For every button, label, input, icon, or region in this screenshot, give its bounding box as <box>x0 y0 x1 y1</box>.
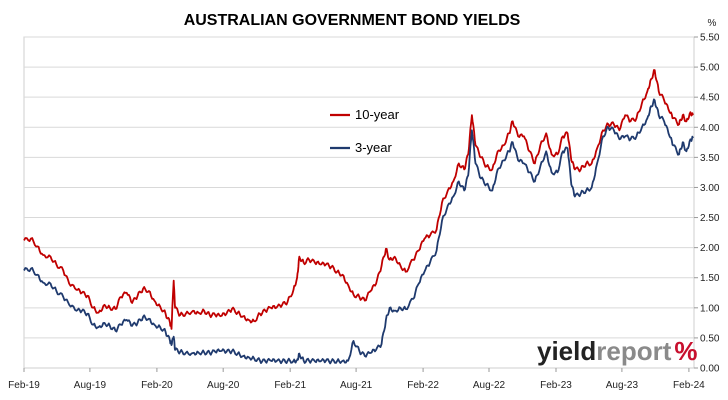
y-axis-unit-label: % <box>708 18 717 29</box>
series-lines <box>23 69 694 365</box>
y-tick-label: 1.00 <box>700 303 720 314</box>
series-line-10-year <box>23 69 694 330</box>
y-tick-label: 1.50 <box>700 273 720 284</box>
x-tick-label: Feb-24 <box>673 380 705 391</box>
y-tick-label: 2.50 <box>700 213 720 224</box>
legend: 10-year 3-year <box>330 107 400 155</box>
legend-label-3-year: 3-year <box>355 140 393 155</box>
chart-title: AUSTRALIAN GOVERNMENT BOND YIELDS <box>184 12 521 29</box>
x-tick-label: Aug-21 <box>340 380 373 391</box>
x-tick-label: Feb-20 <box>141 380 173 391</box>
y-tick-label: 4.00 <box>700 123 720 134</box>
x-tick-label: Feb-19 <box>8 380 40 391</box>
x-tick-label: Aug-20 <box>207 380 240 391</box>
y-tick-label: 3.50 <box>700 153 720 164</box>
logo-report: report <box>596 336 671 366</box>
x-tick-label: Aug-23 <box>606 380 639 391</box>
y-tick-label: 4.50 <box>700 93 720 104</box>
y-tick-label: 5.00 <box>700 63 720 74</box>
x-tick-label: Feb-23 <box>540 380 572 391</box>
x-tick-label: Feb-21 <box>274 380 306 391</box>
gridlines <box>24 36 694 339</box>
x-tick-label: Aug-22 <box>473 380 506 391</box>
y-tick-label: 0.00 <box>700 364 720 375</box>
legend-label-10-year: 10-year <box>355 107 400 122</box>
y-tick-label: 5.50 <box>700 33 720 44</box>
logo-percent: % <box>674 336 697 366</box>
series-line-3-year <box>23 98 694 365</box>
x-tick-label: Aug-19 <box>74 380 107 391</box>
x-tick-label: Feb-22 <box>407 380 439 391</box>
y-axis: % 0.00 0.50 1.00 1.50 2.00 2.50 3.00 3.50 4.00 4.… <box>694 18 720 375</box>
y-tick-label: 3.00 <box>700 183 720 194</box>
logo-yield: yield <box>537 336 596 366</box>
y-tick-label: 2.00 <box>700 243 720 254</box>
y-tick-label: 0.50 <box>700 333 720 344</box>
logo-text: yieldreport% <box>537 336 698 366</box>
x-axis: Feb-19 Aug-19 Feb-20 Aug-20 Feb-21 Aug-21 Feb-… <box>8 368 705 391</box>
yieldreport-logo: yieldreport% <box>537 336 698 366</box>
